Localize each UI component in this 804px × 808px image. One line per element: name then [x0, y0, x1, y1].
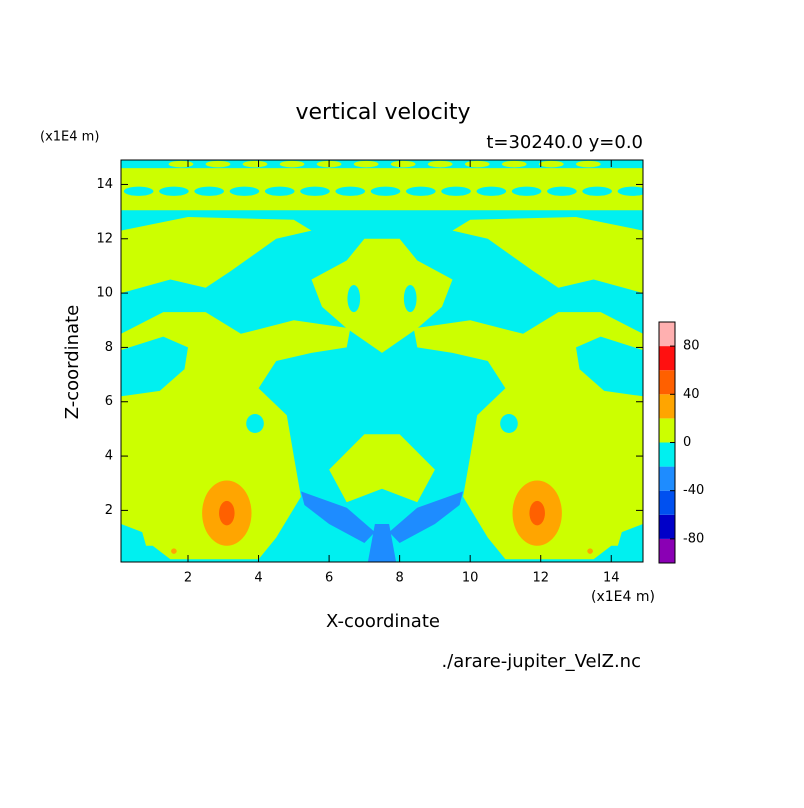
contour-region — [121, 217, 312, 294]
contour-region — [529, 500, 545, 526]
contour-region — [121, 336, 188, 397]
x-tick-label: 4 — [254, 571, 262, 586]
colorbar-tick-label: 0 — [683, 435, 691, 450]
contour-region — [353, 160, 379, 168]
source-file: ./arare-jupiter_VelZ.nc — [441, 651, 641, 672]
colorbar-tick-label: -40 — [683, 483, 704, 498]
contour-region — [311, 238, 453, 353]
contour-region — [279, 160, 305, 168]
colorbar-swatch — [659, 442, 675, 467]
contour-region — [547, 186, 577, 196]
contour-region — [511, 186, 542, 196]
contour-region — [194, 186, 224, 196]
contour-region — [441, 186, 471, 196]
x-unit: (x1E4 m) — [591, 589, 655, 605]
colorbar-swatch — [659, 418, 675, 443]
y-tick-label: 12 — [96, 231, 113, 246]
contour-region — [464, 160, 490, 168]
contour-region — [452, 217, 643, 294]
contour-region — [367, 524, 397, 562]
contour-region — [587, 548, 593, 554]
x-tick-label: 8 — [395, 571, 403, 586]
contour-region — [335, 186, 366, 196]
contour-region — [347, 284, 361, 313]
contour-region — [500, 413, 518, 433]
y-tick-label: 14 — [96, 177, 113, 192]
contour-region — [121, 524, 150, 557]
contour-region — [246, 413, 264, 433]
colorbar-tick-label: 40 — [683, 387, 700, 402]
contour-region — [159, 186, 189, 196]
y-tick-label: 6 — [105, 394, 113, 409]
contour-region — [329, 434, 435, 503]
colorbar-swatch — [659, 370, 675, 395]
x-axis-label: X-coordinate — [326, 611, 440, 632]
colorbar-swatch — [659, 346, 675, 371]
contour-region — [501, 160, 527, 168]
contour-region — [300, 491, 375, 543]
colorbar-swatch — [659, 514, 675, 539]
contour-field — [121, 160, 643, 562]
contour-region — [403, 284, 417, 313]
colorbar-tick-label: 80 — [683, 339, 700, 354]
contour-region — [582, 186, 612, 196]
contour-region — [123, 186, 154, 196]
y-tick-label: 10 — [96, 286, 113, 301]
y-tick-label: 4 — [105, 449, 113, 464]
contour-region — [171, 548, 177, 554]
contour-region — [300, 186, 330, 196]
axes: 2 4 6 8 10 12 14 2 4 6 8 10 12 14 -80 -40 0 40 80 — [96, 159, 704, 586]
colorbar-swatch — [659, 394, 675, 419]
x-tick-label: 2 — [184, 571, 192, 586]
colorbar-swatch — [659, 538, 675, 563]
y-tick-label: 8 — [105, 340, 113, 355]
contour-region — [242, 160, 268, 168]
plot-frame — [120, 159, 644, 563]
contour-region — [205, 160, 231, 168]
colorbar-swatch — [659, 322, 675, 347]
contour-region — [576, 336, 643, 397]
chart-subtitle: t=30240.0 y=0.0 — [486, 132, 643, 153]
chart-title: vertical velocity — [295, 100, 470, 125]
contour-region — [427, 160, 453, 168]
contour-region — [390, 160, 416, 168]
y-tick-label: 2 — [105, 503, 113, 518]
x-tick-label: 10 — [462, 571, 479, 586]
contour-region — [229, 186, 260, 196]
colorbar-tick-label: -80 — [683, 531, 704, 546]
contour-region — [538, 160, 564, 168]
contour-region — [617, 186, 643, 196]
contour-region — [614, 524, 643, 557]
contour-region — [405, 186, 436, 196]
x-tick-label: 6 — [325, 571, 333, 586]
contour-region — [370, 186, 401, 196]
contour-region — [575, 160, 601, 168]
contour-region — [168, 160, 194, 168]
colorbar-swatch — [659, 490, 675, 515]
x-tick-label: 14 — [603, 571, 620, 586]
x-tick-label: 12 — [532, 571, 549, 586]
colorbar-swatch — [659, 466, 675, 491]
y-axis-label: Z-coordinate — [62, 305, 83, 420]
contour-region — [219, 500, 235, 526]
contour-region — [389, 491, 464, 543]
contour-region — [264, 186, 295, 196]
contour-region — [476, 186, 507, 196]
y-unit: (x1E4 m) — [40, 130, 99, 145]
